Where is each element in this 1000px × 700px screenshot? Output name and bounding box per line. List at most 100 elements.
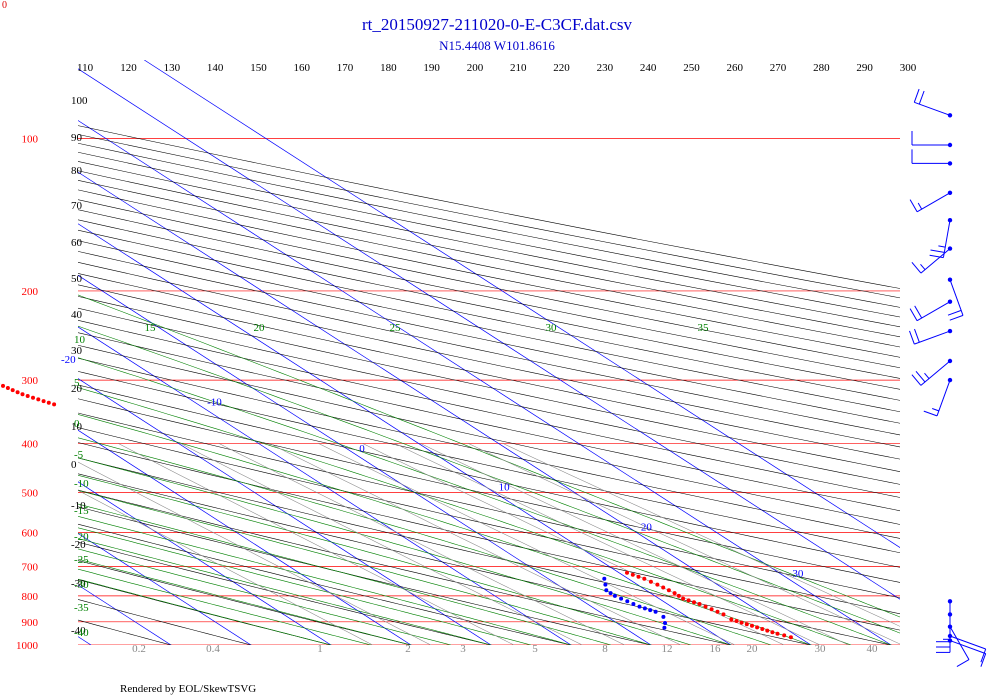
isotherm-line xyxy=(78,274,652,645)
moist-edge-label: 5 xyxy=(74,377,80,389)
temperature-point xyxy=(765,628,770,633)
temperature-point xyxy=(31,395,35,400)
temperature-point xyxy=(20,392,25,397)
wind-barb-staff xyxy=(914,330,951,345)
corner-mark: 0 xyxy=(2,0,7,11)
wind-barb-base xyxy=(947,377,953,383)
dry-adiabat-line xyxy=(78,427,900,615)
isotherm-label: -20 xyxy=(61,354,76,366)
dewpoint-point xyxy=(663,621,667,625)
theta-label: 210 xyxy=(510,62,527,74)
dry-adiabat-line xyxy=(78,357,900,539)
theta-label: 190 xyxy=(423,62,440,74)
mixing-ratio-label: 2 xyxy=(405,643,411,655)
wind-barb-flag xyxy=(918,90,925,105)
wind-barb-base xyxy=(947,599,953,604)
temperature-point xyxy=(625,570,629,575)
temperature-point xyxy=(36,397,41,402)
isotherm-label: 20 xyxy=(641,522,653,534)
temperature-point xyxy=(666,588,671,593)
adiabat-edge-label: 90 xyxy=(71,132,83,144)
isobar-label: 900 xyxy=(22,617,39,629)
mixing-ratio-line xyxy=(78,490,373,645)
moist-edge-label: -25 xyxy=(74,554,89,566)
isotherm-label: -10 xyxy=(207,397,222,409)
dewpoint-point xyxy=(608,591,613,596)
moist-adiabat-line xyxy=(78,538,492,645)
wind-barb-base xyxy=(947,328,953,334)
temperature-point xyxy=(703,604,708,609)
moist-adiabat-line xyxy=(78,568,372,645)
moist-adiabat-label: 30 xyxy=(546,322,558,334)
wind-barb-base xyxy=(947,142,953,148)
theta-label: 280 xyxy=(813,62,830,74)
dry-adiabat-line xyxy=(78,473,813,645)
theta-label: 150 xyxy=(250,62,267,74)
dry-adiabat-line xyxy=(78,523,573,645)
dry-adiabat-line xyxy=(78,541,493,645)
isotherm-line xyxy=(78,68,900,600)
mixing-ratio-label: 5 xyxy=(532,643,538,655)
temperature-point xyxy=(760,627,765,631)
wind-barb-base xyxy=(947,624,953,629)
temperature-point xyxy=(686,598,691,603)
temperature-point xyxy=(648,579,653,584)
chart-title: rt_20150927-211020-0-E-C3CF.dat.csv xyxy=(362,15,632,34)
temperature-point xyxy=(41,399,46,404)
dewpoint-point xyxy=(619,596,624,601)
adiabat-edge-label: -20 xyxy=(71,539,86,551)
adiabat-edge-label: -10 xyxy=(71,500,86,512)
isobar-label: 600 xyxy=(22,528,39,540)
wind-barb-flag xyxy=(914,305,923,319)
temperature-point xyxy=(46,400,51,405)
theta-label: 240 xyxy=(640,62,657,74)
adiabat-edge-label: 0 xyxy=(71,459,77,471)
dewpoint-point xyxy=(603,582,608,587)
isotherm-label: 0 xyxy=(359,443,365,455)
moist-adiabat-line xyxy=(78,578,332,645)
dry-adiabat-line xyxy=(78,273,900,448)
moist-edge-label: 0 xyxy=(74,418,80,430)
wind-barb-flag xyxy=(909,330,915,345)
adiabat-edge-label: 50 xyxy=(71,273,83,285)
wind-barb-base xyxy=(947,633,953,639)
isotherm-line xyxy=(0,60,11,645)
dry-adiabat-line xyxy=(78,219,900,390)
isotherm-line xyxy=(78,120,892,645)
dry-adiabat-line xyxy=(78,457,893,645)
wind-barb-staff xyxy=(920,360,951,386)
dewpoint-point xyxy=(637,604,642,609)
dry-adiabat-line xyxy=(78,506,653,645)
adiabat-edge-label: 40 xyxy=(71,309,83,321)
temperature-point xyxy=(709,607,714,612)
adiabat-edge-label: -30 xyxy=(71,578,86,590)
temperature-point xyxy=(676,593,681,598)
temperature-point xyxy=(715,609,720,614)
mixing-ratio-line xyxy=(269,443,681,645)
temperature-point xyxy=(655,582,660,587)
dry-adiabat-line xyxy=(78,384,900,568)
adiabat-edge-label: 60 xyxy=(71,237,83,249)
dry-adiabat-line xyxy=(78,489,733,645)
moist-edge-label: -35 xyxy=(74,602,89,614)
dry-adiabat-line xyxy=(78,262,900,436)
mixing-ratio-line xyxy=(394,443,821,645)
wind-barb-flag xyxy=(914,328,920,343)
temperature-point xyxy=(775,631,780,636)
mixing-ratio-line xyxy=(468,443,900,645)
mixing-ratio-line xyxy=(180,443,583,645)
wind-barb-flag xyxy=(909,308,918,321)
temperature-point xyxy=(636,574,641,579)
mixing-ratio-label: 12 xyxy=(662,643,673,655)
wind-barb-base xyxy=(947,638,953,643)
moist-adiabat-line xyxy=(78,474,692,645)
dry-adiabat-line xyxy=(78,296,900,472)
rendered-by-note: Rendered by EOL/SkewTSVG xyxy=(120,683,257,695)
wind-barb-base xyxy=(947,246,953,251)
adiabat-edge-label: 20 xyxy=(71,383,83,395)
dewpoint-point xyxy=(631,602,636,606)
moist-edge-label: 10 xyxy=(74,334,86,346)
dry-adiabat-line xyxy=(78,579,333,645)
dewpoint-point xyxy=(648,608,653,613)
dewpoint-point xyxy=(661,614,666,619)
